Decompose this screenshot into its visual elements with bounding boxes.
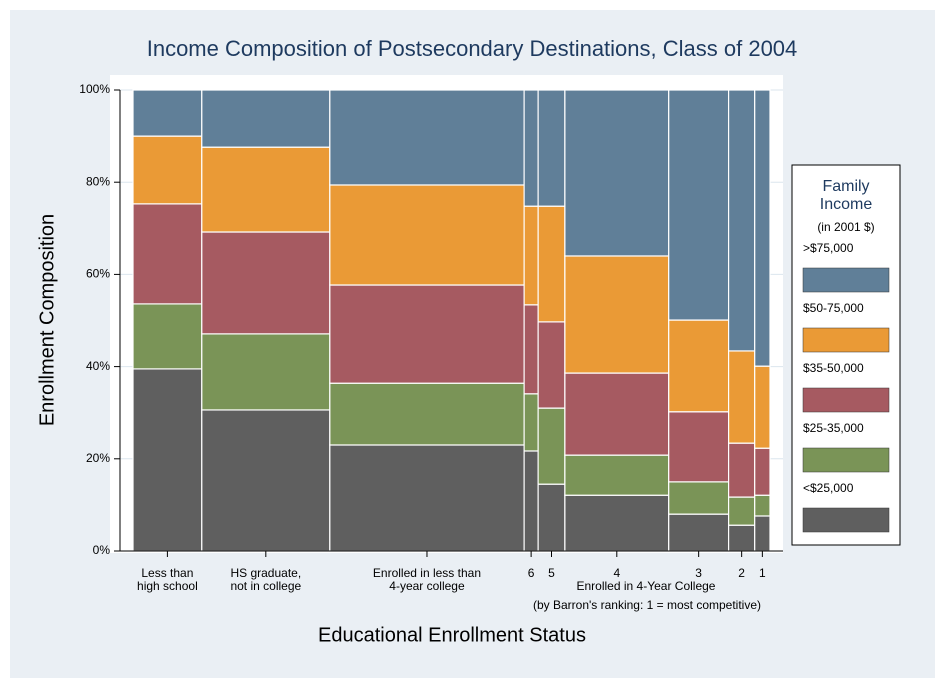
- segment: [132, 303, 203, 370]
- y-tick-label: 0%: [93, 543, 111, 557]
- legend-label: >$75,000: [803, 241, 854, 255]
- legend-title: Family: [822, 178, 869, 195]
- segment: [727, 496, 756, 526]
- segment: [537, 205, 566, 323]
- segment: [329, 444, 525, 552]
- segment: [537, 89, 566, 207]
- segment: [201, 409, 331, 552]
- legend-swatch: [802, 387, 890, 413]
- x-tick-label: 1: [759, 566, 766, 580]
- segment: [329, 89, 525, 186]
- segment: [564, 89, 670, 257]
- segment: [201, 89, 331, 148]
- segment: [754, 365, 771, 449]
- segment: [329, 184, 525, 286]
- group-note: (by Barron's ranking: 1 = most competiti…: [533, 598, 761, 612]
- legend-swatch: [802, 507, 890, 533]
- segment: [132, 203, 203, 305]
- segment: [329, 382, 525, 446]
- segment: [668, 89, 730, 321]
- segment: [754, 89, 771, 367]
- legend-swatch: [802, 327, 890, 353]
- x-tick-label: HS graduate,: [230, 566, 301, 580]
- y-tick-label: 100%: [79, 82, 110, 96]
- chart-title: Income Composition of Postsecondary Dest…: [147, 36, 798, 61]
- legend-label: $25-35,000: [803, 421, 864, 435]
- segment: [668, 319, 730, 413]
- segment: [668, 481, 730, 515]
- segment: [523, 304, 539, 395]
- segment: [727, 350, 756, 444]
- segment: [537, 483, 566, 552]
- segment: [132, 135, 203, 205]
- legend-swatch: [802, 267, 890, 293]
- segment: [523, 205, 539, 306]
- segment: [727, 89, 756, 352]
- y-tick-label: 60%: [86, 267, 110, 281]
- x-tick-label: 2: [738, 566, 745, 580]
- y-tick-label: 80%: [86, 174, 110, 188]
- segment: [201, 231, 331, 335]
- y-tick-label: 20%: [86, 451, 110, 465]
- legend-swatch: [802, 447, 890, 473]
- segment: [201, 146, 331, 233]
- y-axis-title: Enrollment Composition: [36, 214, 58, 426]
- segment: [727, 524, 756, 552]
- legend-label: <$25,000: [803, 481, 854, 495]
- segment: [564, 255, 670, 374]
- x-tick-label: 4: [613, 566, 620, 580]
- segment: [564, 454, 670, 496]
- x-tick-label: Less than: [141, 566, 193, 580]
- x-tick-label: 3: [695, 566, 702, 580]
- x-tick-label: not in college: [230, 579, 301, 593]
- segment: [754, 515, 771, 552]
- y-tick-label: 40%: [86, 359, 110, 373]
- segment: [668, 513, 730, 552]
- segment: [754, 494, 771, 517]
- segment: [523, 450, 539, 552]
- segment: [754, 447, 771, 496]
- segment: [564, 494, 670, 552]
- x-axis-title: Educational Enrollment Status: [318, 624, 586, 646]
- segment: [201, 333, 331, 411]
- segment: [537, 407, 566, 485]
- legend-box: [791, 164, 901, 546]
- x-tick-label: 5: [548, 566, 555, 580]
- segment: [132, 368, 203, 552]
- segment: [564, 372, 670, 456]
- segment: [727, 442, 756, 498]
- legend-title: Income: [820, 196, 873, 213]
- legend-label: $35-50,000: [803, 361, 864, 375]
- x-tick-label: Enrolled in less than: [373, 566, 481, 580]
- segment: [523, 393, 539, 452]
- segment: [668, 411, 730, 483]
- x-tick-label: 6: [528, 566, 535, 580]
- segment: [537, 321, 566, 409]
- segment: [132, 89, 203, 137]
- segment: [329, 284, 525, 384]
- x-tick-label: high school: [137, 579, 198, 593]
- legend-label: $50-75,000: [803, 301, 864, 315]
- segment: [523, 89, 539, 207]
- legend-subtitle: (in 2001 $): [817, 220, 874, 234]
- group-label: Enrolled in 4-Year College: [577, 579, 716, 593]
- x-tick-label: 4-year college: [389, 579, 465, 593]
